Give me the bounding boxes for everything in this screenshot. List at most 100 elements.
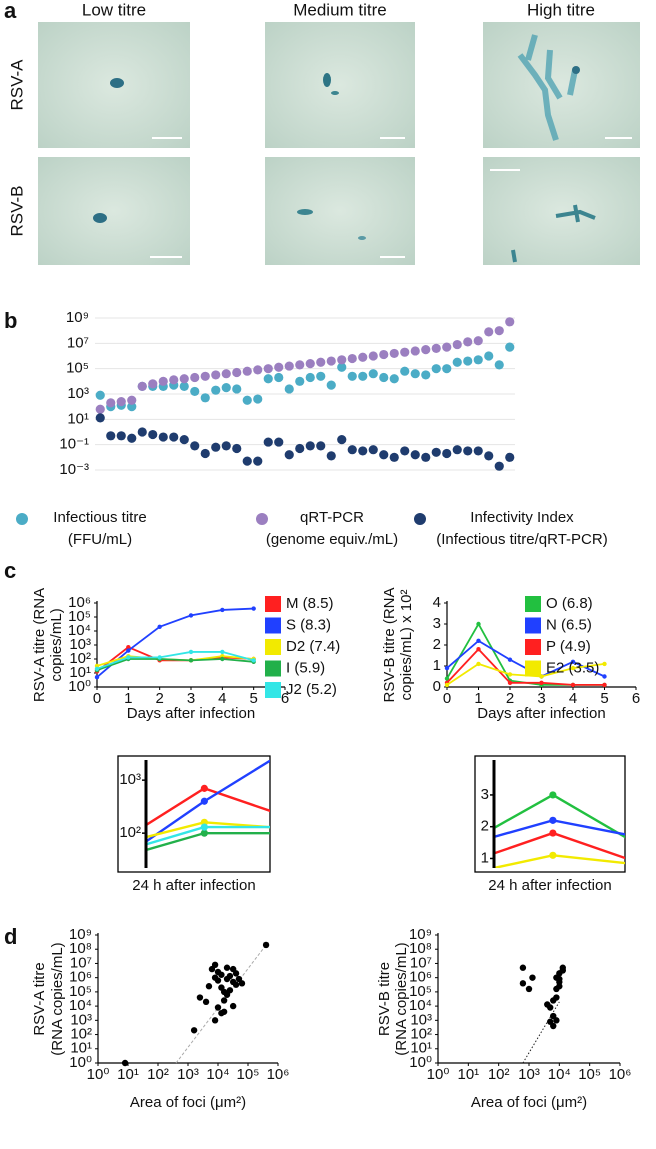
inset-title: 24 h after infection (132, 877, 255, 894)
inset-line (146, 760, 270, 844)
inset-point (347, 830, 354, 837)
y-tick-label: 10¹ (67, 410, 89, 427)
x-tick-label: 10⁴ (548, 1066, 571, 1083)
x-tick-label: 1 (474, 690, 482, 707)
point (190, 386, 200, 397)
x-axis-title: Days after infection (477, 705, 605, 722)
point (519, 980, 527, 987)
inset-line (494, 793, 625, 839)
point (295, 443, 305, 454)
point (211, 961, 219, 969)
point (232, 384, 242, 394)
point (218, 1009, 225, 1017)
inset-point (638, 824, 645, 831)
legend-marker (16, 513, 28, 525)
trendline (522, 1001, 560, 1064)
point (274, 437, 284, 447)
point (214, 977, 222, 984)
x-tick-label: 10⁶ (267, 1066, 290, 1083)
point (547, 1004, 554, 1011)
point (347, 371, 357, 381)
point (179, 381, 189, 391)
inset-point (55, 872, 62, 879)
point (179, 435, 189, 445)
point (211, 442, 221, 452)
point (190, 1027, 198, 1034)
inset-point (200, 829, 208, 837)
legend-label: qRT-PCR (300, 509, 364, 526)
point (158, 432, 168, 442)
point (169, 375, 179, 385)
x-tick-label: 2 (506, 690, 514, 707)
legend-label: I (5.9) (286, 659, 325, 676)
inset-point (402, 858, 409, 865)
point (476, 638, 481, 643)
point (476, 621, 481, 627)
point (570, 659, 576, 664)
point (251, 658, 256, 663)
row-header: RSV-A (7, 59, 26, 111)
inset-y-tick-label: 3 (481, 786, 489, 803)
x-tick-label: 10⁵ (237, 1066, 260, 1083)
point (211, 385, 221, 395)
point (188, 649, 194, 655)
legend-label: O (6.8) (546, 595, 593, 612)
y-tick-label: 10³ (70, 1011, 92, 1028)
point (200, 393, 210, 403)
point (137, 427, 147, 437)
point (242, 395, 252, 405)
point (547, 1018, 554, 1025)
point (476, 661, 481, 667)
point (473, 446, 483, 456)
y-tick-label: 10⁵ (66, 360, 89, 377)
point (473, 336, 483, 346)
x-tick-label: 10⁴ (206, 1066, 229, 1083)
x-axis-title: Area of foci (μm²) (471, 1094, 587, 1111)
y-tick-label: 10⁹ (69, 926, 92, 943)
legend-label: N (6.5) (546, 616, 592, 633)
inset-point (55, 867, 62, 874)
inset-line (494, 831, 625, 860)
point (525, 985, 533, 993)
y-tick-label: 10⁻¹ (59, 436, 89, 453)
point (126, 655, 131, 660)
x-tick-label: 10⁰ (427, 1066, 450, 1083)
legend-label: Infectivity Index (470, 509, 574, 526)
inset-plot (55, 760, 645, 884)
inset-point (55, 877, 62, 884)
inset-point (402, 874, 409, 881)
legend-label: (Infectious titre/qRT-PCR) (436, 531, 607, 548)
y-tick-label: 10⁰ (409, 1054, 432, 1071)
point (452, 339, 462, 350)
point (188, 658, 194, 663)
x-tick-label: 10³ (518, 1066, 540, 1083)
inset-frame (474, 755, 626, 873)
inset-point (347, 824, 354, 831)
point (188, 613, 194, 618)
point (444, 682, 450, 688)
y-tick-label: 10⁶ (409, 969, 432, 986)
point (274, 362, 284, 372)
legend-label: M (8.5) (286, 595, 334, 612)
point (570, 665, 576, 671)
point (95, 413, 105, 423)
x-tick-label: 6 (281, 690, 289, 707)
point (368, 369, 378, 379)
point (505, 452, 515, 462)
point (389, 348, 399, 359)
inset-point (402, 883, 409, 890)
y-tick-label: 10⁴ (68, 622, 91, 639)
x-tick-label: 10³ (177, 1066, 199, 1083)
y-tick-label: 10⁹ (66, 309, 89, 326)
point (389, 374, 399, 384)
point (494, 461, 504, 471)
point (202, 998, 210, 1006)
point (553, 1017, 560, 1024)
inset-line (494, 819, 625, 839)
y-axis-title: copies/mL) x 10² (398, 590, 415, 701)
point (452, 445, 462, 455)
point (507, 657, 513, 662)
point (190, 441, 200, 451)
point (326, 356, 336, 366)
point (158, 376, 168, 386)
